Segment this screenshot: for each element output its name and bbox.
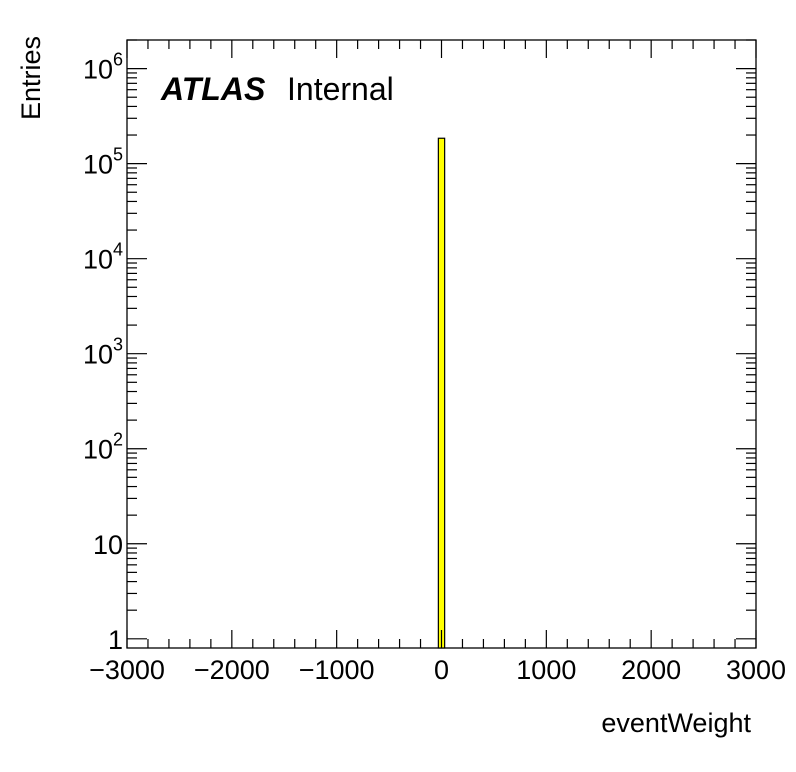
y-tick-labels: 1 10 102 103 104 105 106 [83,50,123,655]
y-tick-label: 10 [93,530,123,560]
y-tick-label: 105 [83,145,123,180]
x-axis-title: eventWeight [601,708,751,738]
x-tick-label: 2000 [621,655,681,685]
y-tick-label: 1 [108,625,123,655]
bars-layer [437,137,446,649]
x-tick-label: 3000 [726,655,786,685]
ticks-layer [126,39,757,648]
y-tick-label: 104 [83,240,123,275]
internal-label: Internal [287,71,394,107]
x-tick-labels: −3000 −2000 −1000 0 1000 2000 3000 [89,655,786,685]
y-tick-label: 106 [83,50,123,85]
x-tick-label: −1000 [299,655,375,685]
x-tick-label: 0 [434,655,449,685]
histogram-bar-0 [437,137,446,649]
x-tick-label: 1000 [516,655,576,685]
x-tick-label: −3000 [89,655,165,685]
y-axis-title: Entries [16,36,46,120]
y-tick-label: 102 [83,430,123,465]
atlas-label: ATLAS [160,71,266,107]
y-tick-label: 103 [83,335,123,370]
x-tick-label: −2000 [194,655,270,685]
